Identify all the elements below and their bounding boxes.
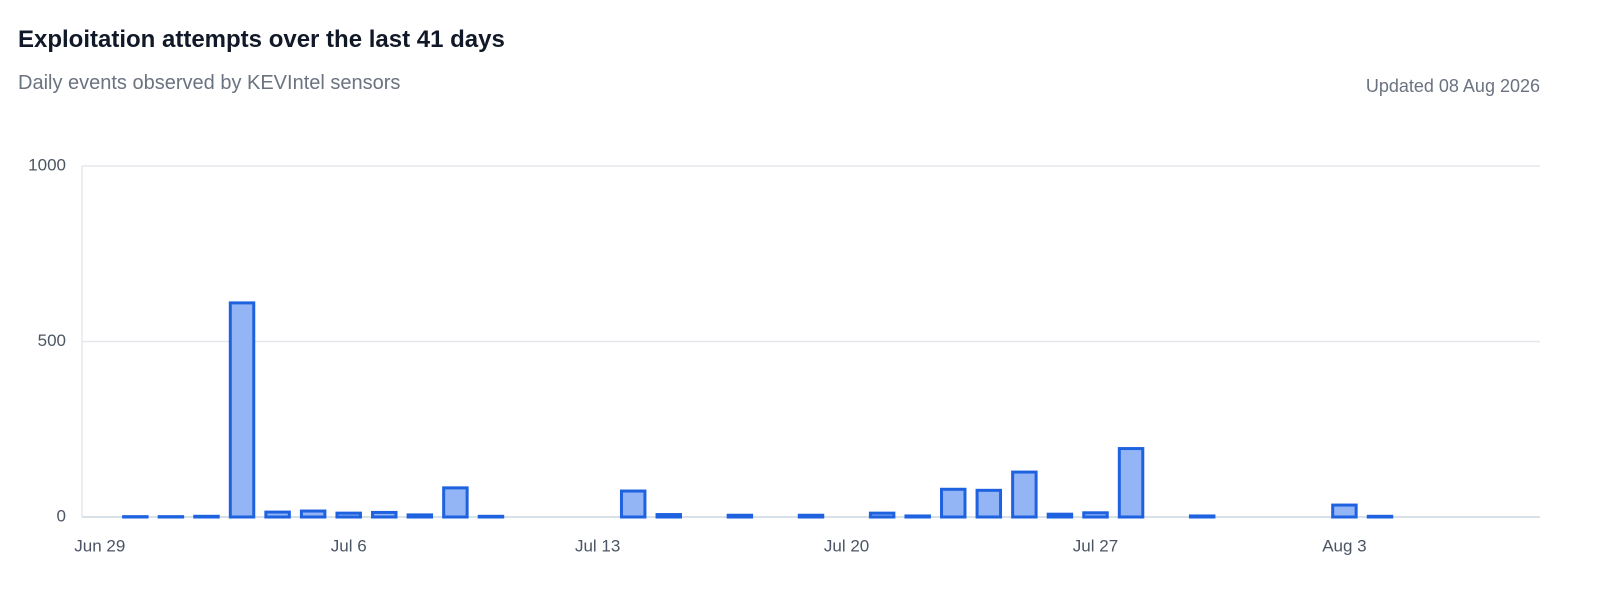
y-tick-label: 500 xyxy=(38,331,66,350)
y-tick-label: 0 xyxy=(57,506,66,525)
bar xyxy=(1188,514,1216,519)
bar xyxy=(228,301,256,519)
bar xyxy=(655,513,682,519)
x-tick-label: Jun 29 xyxy=(74,536,125,555)
bar xyxy=(1117,447,1145,519)
bar xyxy=(477,514,505,519)
bar xyxy=(726,513,754,519)
bar xyxy=(1046,512,1074,519)
bar xyxy=(1082,511,1109,519)
x-tick-label: Jul 27 xyxy=(1073,536,1118,555)
bar xyxy=(406,513,434,519)
x-tick-label: Jul 20 xyxy=(824,536,869,555)
bar xyxy=(797,513,825,519)
bar xyxy=(940,487,967,519)
chart-subtitle: Daily events observed by KEVIntel sensor… xyxy=(18,72,401,94)
x-tick-label: Aug 3 xyxy=(1322,536,1366,555)
bar xyxy=(904,514,931,519)
bar xyxy=(975,488,1003,519)
bar xyxy=(371,510,398,519)
bar xyxy=(1366,514,1394,519)
bar xyxy=(1331,503,1358,519)
bar xyxy=(193,514,220,519)
bar xyxy=(442,486,469,519)
x-tick-label: Jul 6 xyxy=(331,536,367,555)
bar xyxy=(868,511,896,519)
y-tick-label: 1000 xyxy=(28,155,66,174)
updated-label: Updated 08 Aug 2026 xyxy=(1365,76,1540,96)
chart-title: Exploitation attempts over the last 41 d… xyxy=(18,26,505,53)
bar xyxy=(1011,470,1038,519)
bar xyxy=(299,509,327,519)
bar xyxy=(619,489,647,519)
bar xyxy=(335,511,362,519)
bar xyxy=(264,510,291,519)
x-tick-label: Jul 13 xyxy=(575,536,620,555)
